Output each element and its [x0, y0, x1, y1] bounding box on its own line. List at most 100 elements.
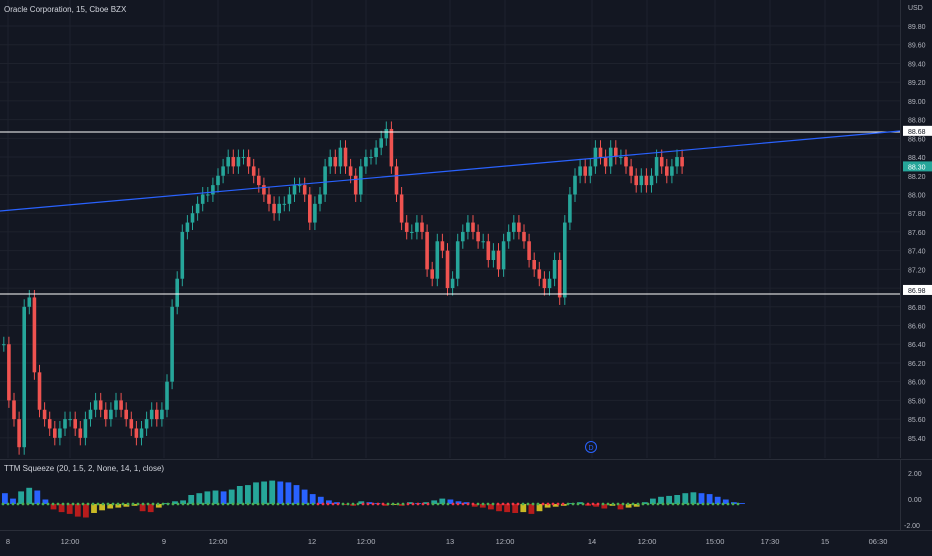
candle-body	[619, 157, 623, 159]
candle-body	[292, 185, 297, 195]
squeeze-bar	[269, 480, 276, 504]
squeeze-bar	[317, 496, 324, 504]
squeeze-dot	[586, 502, 590, 506]
price-axis-labels: 89.80 89.60 89.40 89.20 89.00 88.80 88.60 88.40…	[903, 24, 932, 443]
candle-body	[302, 185, 307, 195]
squeeze-dot	[41, 502, 45, 506]
squeeze-dot	[106, 502, 110, 506]
squeeze-dot	[276, 502, 280, 506]
candle-body	[675, 157, 679, 167]
price-badge	[903, 125, 932, 136]
squeeze-dot	[86, 502, 90, 506]
squeeze-bar	[245, 485, 251, 504]
candle-body	[7, 344, 11, 401]
squeeze-bar	[212, 490, 219, 504]
squeeze-dot	[116, 502, 120, 506]
squeeze-dot	[606, 502, 610, 506]
squeeze-dot	[621, 502, 625, 506]
currency-label[interactable]: USD	[908, 5, 923, 12]
candle-body	[2, 344, 6, 346]
candle-body	[170, 306, 174, 382]
candle-body	[450, 278, 455, 289]
squeeze-bar	[18, 491, 24, 504]
squeeze-dot	[311, 502, 315, 506]
candle-body	[313, 203, 317, 223]
squeeze-bar	[220, 491, 227, 504]
candle-body	[379, 138, 383, 148]
dividend-marker[interactable]: D	[585, 441, 597, 453]
squeeze-bar	[512, 504, 519, 513]
candle-body	[629, 166, 633, 176]
squeeze-dot	[426, 502, 430, 506]
squeeze-dot	[601, 502, 605, 506]
candle-body	[272, 203, 276, 214]
squeeze-dot	[281, 502, 285, 506]
candle-body	[226, 157, 230, 167]
price-axis[interactable]: 89.80 89.60 89.40 89.20 89.00 88.80 88.60 88.40…	[900, 0, 932, 458]
time-axis[interactable]: 8 12:00 9 12:00 12 12:00 13 12:00 14 12:00 15:00 17…	[0, 530, 932, 551]
candle-body	[42, 409, 47, 420]
ttm-squeeze-pane[interactable]	[0, 459, 900, 531]
squeeze-dot	[501, 502, 505, 506]
squeeze-dot	[661, 502, 665, 506]
candle-body	[32, 297, 37, 373]
candle-body	[149, 409, 154, 420]
squeeze-dot	[376, 502, 380, 506]
price-badge-label: 88.68	[908, 129, 926, 136]
squeeze-dot	[456, 502, 460, 506]
squeeze-dot	[411, 502, 415, 506]
candle-body	[17, 419, 21, 448]
price-tick-label: 88.80	[908, 118, 926, 125]
time-tick-label: 06:30	[869, 537, 888, 546]
price-chart[interactable]: D	[0, 0, 900, 458]
squeeze-dot	[211, 502, 215, 506]
symbol-legend[interactable]: Oracle Corporation, 15, Cboe BZX	[4, 5, 127, 14]
squeeze-dot	[271, 502, 275, 506]
squeeze-dot	[131, 502, 135, 506]
squeeze-dot	[566, 502, 570, 506]
squeeze-dot	[66, 502, 70, 506]
trend-line[interactable]	[0, 130, 900, 212]
squeeze-dot	[371, 502, 375, 506]
candle-body	[241, 157, 246, 159]
squeeze-bar	[496, 504, 502, 512]
squeeze-dot	[416, 502, 420, 506]
squeeze-bar	[228, 489, 235, 504]
price-tick-label: 87.40	[908, 249, 926, 256]
squeeze-bar	[50, 504, 57, 510]
squeeze-dot	[226, 502, 230, 506]
squeeze-dot	[511, 502, 515, 506]
candle-body	[568, 194, 572, 223]
price-tick-label: 89.80	[908, 24, 926, 31]
squeeze-dot	[486, 502, 490, 506]
candle-body	[486, 241, 491, 260]
squeeze-dot	[6, 502, 10, 506]
indicator-legend[interactable]: TTM Squeeze (20, 1.5, 2, None, 14, 1, cl…	[4, 464, 165, 473]
squeeze-dot	[151, 502, 155, 506]
candle-body	[496, 250, 501, 270]
squeeze-dot	[171, 502, 175, 506]
squeeze-dot	[521, 502, 525, 506]
squeeze-dot	[421, 502, 425, 506]
squeeze-dot	[471, 502, 475, 506]
price-tick-label: 86.40	[908, 342, 926, 349]
squeeze-bar	[253, 482, 259, 504]
candle-body	[165, 381, 169, 410]
squeeze-bar	[617, 504, 624, 510]
squeeze-dot	[326, 502, 330, 506]
squeeze-dot	[726, 502, 730, 506]
squeeze-dot	[461, 502, 465, 506]
squeeze-dot	[191, 502, 195, 506]
squeeze-bar	[682, 493, 689, 504]
candle-body	[68, 419, 72, 421]
time-tick-label: 12:00	[209, 537, 228, 546]
squeeze-dot	[261, 502, 265, 506]
squeeze-dot	[11, 502, 15, 506]
squeeze-dot	[721, 502, 725, 506]
time-tick-label: 8	[6, 537, 10, 546]
time-tick-label: 17:30	[761, 537, 780, 546]
squeeze-bar	[42, 499, 49, 504]
candle-body	[445, 250, 450, 289]
candle-body	[649, 175, 654, 186]
candle-body	[593, 147, 598, 167]
